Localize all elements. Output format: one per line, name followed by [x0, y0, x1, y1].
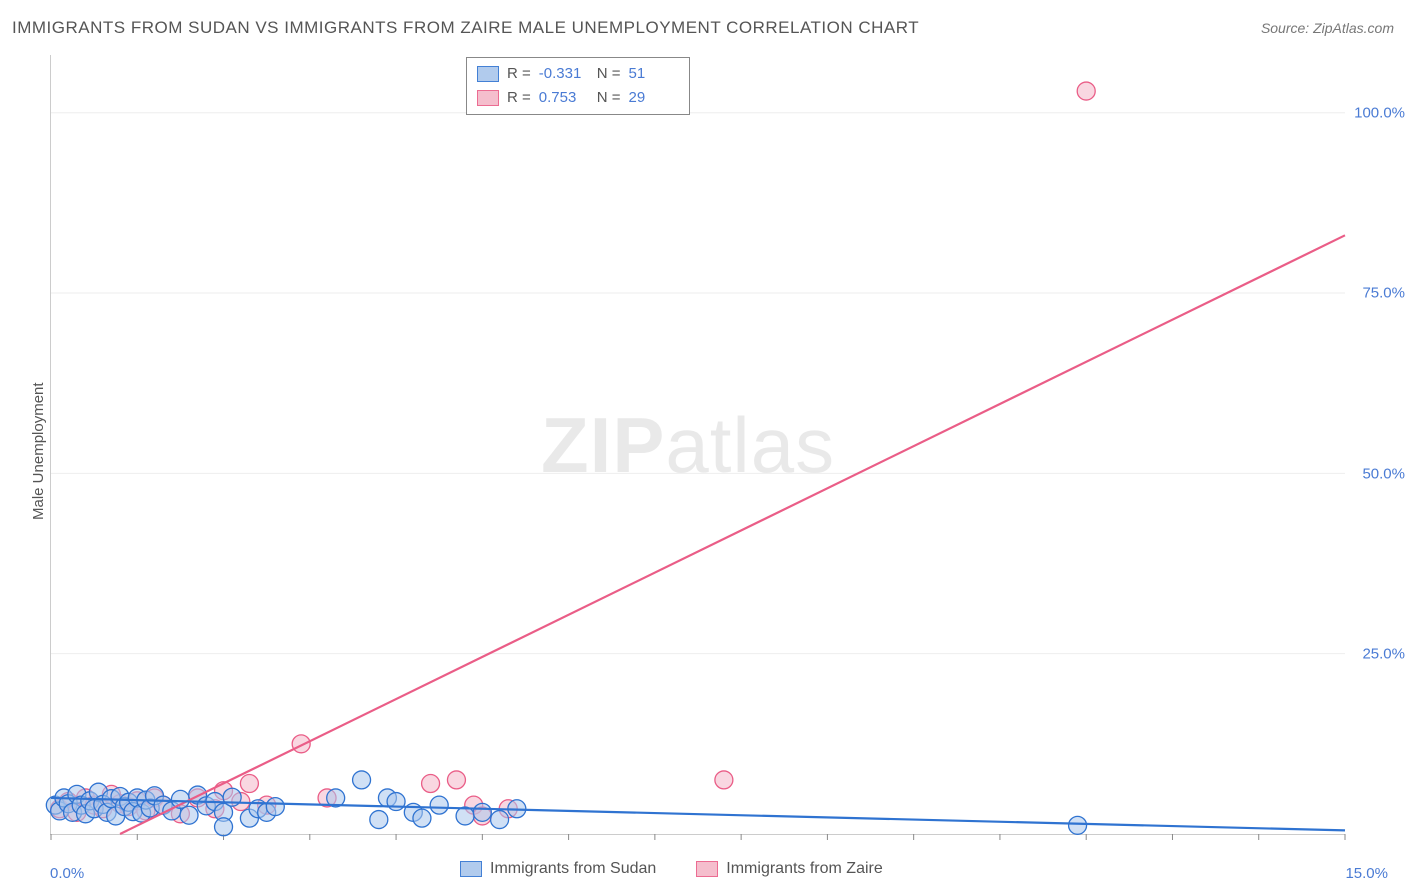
r-label: R = [507, 86, 531, 110]
legend-stats-box: R = -0.331 N = 51 R = 0.753 N = 29 [466, 57, 690, 115]
legend-swatch-zaire [477, 90, 499, 106]
legend-swatch-sudan [477, 66, 499, 82]
y-axis-label: Male Unemployment [30, 382, 47, 520]
legend-swatch-sudan-bottom [460, 861, 482, 877]
data-point [430, 796, 448, 814]
data-point [353, 771, 371, 789]
trend-line [120, 235, 1345, 834]
data-point [1069, 816, 1087, 834]
data-point [215, 818, 233, 836]
data-point [715, 771, 733, 789]
n-label: N = [597, 86, 621, 110]
data-point [491, 811, 509, 829]
r-value-sudan: -0.331 [539, 62, 589, 86]
x-axis-label-right: 15.0% [1345, 865, 1388, 882]
y-tick-label: 75.0% [1362, 285, 1405, 302]
n-label: N = [597, 62, 621, 86]
r-value-zaire: 0.753 [539, 86, 589, 110]
chart-svg [51, 55, 1345, 834]
legend-label-zaire: Immigrants from Zaire [726, 860, 882, 878]
data-point [240, 775, 258, 793]
data-point [473, 803, 491, 821]
y-tick-label: 50.0% [1362, 465, 1405, 482]
bottom-legend: Immigrants from Sudan Immigrants from Za… [460, 860, 883, 878]
r-label: R = [507, 62, 531, 86]
legend-stats-row-sudan: R = -0.331 N = 51 [477, 62, 679, 86]
data-point [447, 771, 465, 789]
data-point [180, 806, 198, 824]
y-tick-label: 25.0% [1362, 646, 1405, 663]
source-label: Source: ZipAtlas.com [1261, 20, 1394, 36]
data-point [1077, 82, 1095, 100]
data-point [456, 807, 474, 825]
data-point [292, 735, 310, 753]
legend-item-sudan: Immigrants from Sudan [460, 860, 656, 878]
data-point [413, 809, 431, 827]
y-tick-label: 100.0% [1354, 104, 1405, 121]
chart-title: IMMIGRANTS FROM SUDAN VS IMMIGRANTS FROM… [12, 18, 919, 38]
n-value-zaire: 29 [629, 86, 679, 110]
data-point [266, 798, 284, 816]
legend-label-sudan: Immigrants from Sudan [490, 860, 656, 878]
plot-area: ZIPatlas R = -0.331 N = 51 R = 0.753 N =… [50, 55, 1345, 835]
chart-header: IMMIGRANTS FROM SUDAN VS IMMIGRANTS FROM… [12, 18, 1394, 38]
legend-item-zaire: Immigrants from Zaire [696, 860, 882, 878]
x-axis-label-left: 0.0% [50, 865, 84, 882]
legend-stats-row-zaire: R = 0.753 N = 29 [477, 86, 679, 110]
data-point [370, 811, 388, 829]
n-value-sudan: 51 [629, 62, 679, 86]
legend-swatch-zaire-bottom [696, 861, 718, 877]
data-point [422, 775, 440, 793]
